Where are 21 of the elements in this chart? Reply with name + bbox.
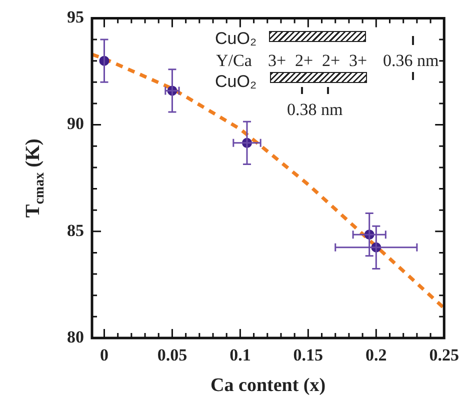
x-axis-title: Ca content (x) <box>210 374 326 396</box>
y-tick-label: 95 <box>67 8 84 27</box>
x-tick-label: 0 <box>100 346 108 365</box>
annotation: 2+ <box>295 51 314 70</box>
y-axis-title: Tcmax (K) <box>22 138 48 218</box>
y-tick-label: 80 <box>67 327 84 346</box>
annotation: CuO₂ <box>215 72 257 91</box>
annotation: 3+ <box>268 51 286 70</box>
y-tick-label: 90 <box>67 114 84 134</box>
annotation: 0.38 nm <box>287 100 343 119</box>
annotation: 3+ <box>349 51 368 70</box>
annotation: 0.36 nm <box>383 51 439 70</box>
annotation: 2+ <box>322 51 340 70</box>
x-tick-label: 0.1 <box>230 346 251 365</box>
x-tick-label: 0.05 <box>157 346 188 365</box>
x-tick-label: 0.15 <box>293 346 324 365</box>
y-tick-label: 85 <box>67 220 84 240</box>
annotation: CuO₂ <box>215 29 257 48</box>
annotation: Y/Ca <box>216 51 252 70</box>
x-tick-label: 0.25 <box>429 346 459 365</box>
x-tick-label: 0.2 <box>366 346 387 365</box>
